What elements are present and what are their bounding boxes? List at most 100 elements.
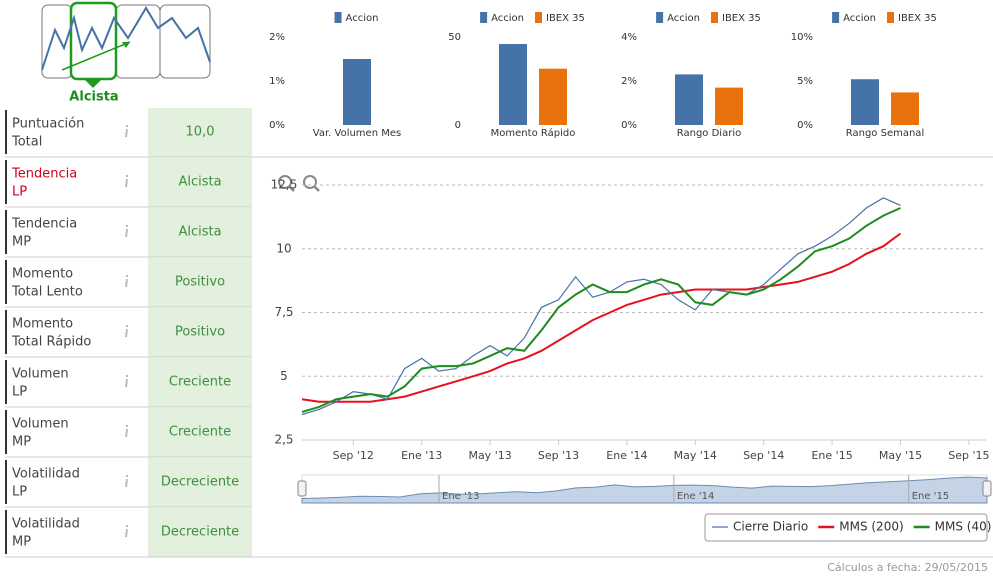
navigator-handle[interactable] [982,480,992,497]
indicator-label: MP [12,235,31,250]
row-marker [5,410,7,454]
legend-label: Accion [843,13,876,24]
info-stem [125,528,128,538]
icon-frame-active [69,1,118,81]
y-tick-label: 12,5 [271,178,298,192]
indicator-label: Puntuación [12,117,84,132]
y-tick-label: 0% [621,120,637,131]
series-line [301,232,902,403]
x-category-label: Var. Volumen Mes [313,128,401,139]
legend-label: IBEX 35 [898,13,937,24]
info-stem [125,228,128,238]
y-tick-label: 7,5 [274,305,293,319]
info-stem [125,478,128,488]
bar [851,79,879,125]
indicator-label: LP [12,485,27,500]
info-dot [126,475,128,477]
info-dot [126,375,128,377]
legend-swatch [711,12,719,23]
x-tick-label: Ene '15 [811,449,852,462]
info-stem [125,128,128,138]
zoom-in[interactable] [278,175,292,189]
zoom-out-handle [313,185,320,192]
x-tick-label: Ene '13 [401,449,442,462]
x-tick-label: Sep '13 [538,449,579,462]
icon-frame [115,4,161,79]
indicator-value: 10,0 [186,125,215,140]
icon-frame [159,4,211,79]
x-category-label: Momento Rápido [491,127,576,139]
y-tick-label: 4% [621,32,637,43]
indicator-label: Volatilidad [12,467,80,482]
info-dot [126,325,128,327]
legend-label: IBEX 35 [722,13,761,24]
indicator-label: Tendencia [11,167,77,182]
x-tick-label: Ene '14 [606,449,647,462]
info-dot [126,175,128,177]
y-tick-label: 5% [797,76,813,87]
y-tick-label: 2% [269,32,285,43]
legend-swatch [656,12,664,23]
x-category-label: Rango Diario [677,128,741,139]
footer: Cálculos a fecha: 29/05/2015 [827,561,988,574]
zoom-out[interactable] [303,175,317,189]
legend-label: IBEX 35 [546,13,585,24]
indicator-label: MP [12,535,31,550]
legend-label: Accion [346,13,379,24]
bar [539,68,567,125]
bar [715,87,743,125]
value-cell [148,258,252,307]
y-tick-label: 10 [276,241,291,255]
x-tick-label: Sep '15 [948,449,989,462]
legend-label: MMS (200) [839,520,903,534]
y-tick-label: 0 [455,120,461,131]
series-line [301,197,901,416]
indicator-label: Total Rápido [11,335,91,350]
indicator-label: Momento [12,267,73,282]
row-marker [5,360,7,404]
navigator-handle[interactable] [297,480,307,497]
series-line [301,207,901,413]
y-tick-label: 50 [448,32,461,43]
icon-line [41,6,211,71]
row-marker [5,160,7,204]
indicator-value: Alcista [178,175,221,190]
legend-label: Accion [667,13,700,24]
row-marker [5,110,7,154]
y-tick-label: 0% [269,120,285,131]
y-tick-label: 2,5 [274,433,293,447]
x-tick-label: Sep '12 [333,449,374,462]
legend-label: Cierre Diario [733,520,808,534]
legend-swatch [480,12,488,23]
value-cell [148,358,252,407]
zoom-controls[interactable] [278,175,320,192]
value-cell [148,108,252,157]
bar [675,74,703,125]
row-marker [5,210,7,254]
info-stem [125,428,128,438]
navigator-tick-label: Ene '13 [442,491,479,502]
info-dot [126,525,128,527]
legend-label: Accion [491,13,524,24]
indicator-value: Decreciente [161,475,239,490]
legend-swatch [334,12,342,23]
legend-swatch [832,12,840,23]
info-dot [126,225,128,227]
indicator-label: LP [12,385,27,400]
value-cell [148,308,252,357]
row-marker [5,460,7,504]
y-tick-label: 2% [621,76,637,87]
bar [499,44,527,125]
info-stem [125,328,128,338]
value-cell [148,158,252,207]
y-tick-label: 5 [280,369,288,383]
legend-box [704,513,988,542]
value-cell [148,508,252,557]
row-marker [5,310,7,354]
navigator-tick-label: Ene '15 [912,491,949,502]
x-tick-label: Sep '14 [743,449,784,462]
x-tick-label: May '14 [674,449,717,462]
info-stem [125,378,128,388]
navigator-tick-label: Ene '14 [677,491,714,502]
info-dot [126,275,128,277]
